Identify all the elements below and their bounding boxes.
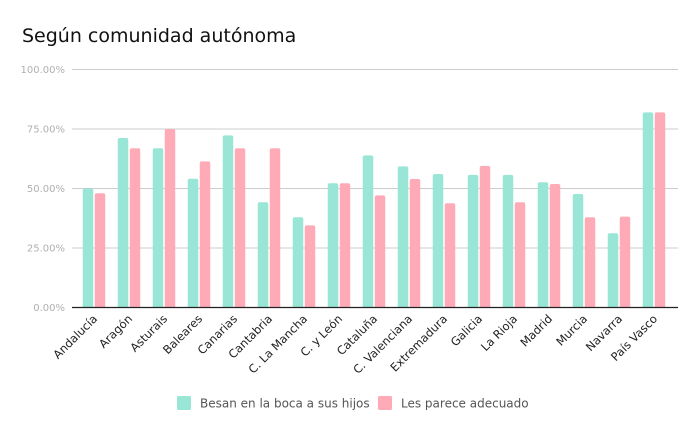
- bar-besan: [537, 182, 549, 308]
- x-axis-ticks: AndalucíaAragónAsturaisBalearesCanariasC…: [50, 312, 660, 377]
- bar-adecuado: [94, 193, 106, 308]
- bar-besan: [257, 202, 269, 308]
- bar-besan: [502, 174, 514, 308]
- y-tick-label: 75.00%: [27, 125, 65, 136]
- x-tick-label: Madrid: [517, 312, 555, 350]
- bar-adecuado: [129, 148, 141, 308]
- bar-adecuado: [164, 129, 176, 308]
- bar-besan: [222, 135, 234, 308]
- bar-adecuado: [374, 195, 386, 308]
- bar-besan: [607, 233, 619, 308]
- bar-besan: [292, 217, 304, 308]
- bar-adecuado: [549, 183, 561, 308]
- bar-adecuado: [654, 112, 666, 308]
- bar-besan: [327, 183, 339, 308]
- bar-besan: [642, 112, 654, 308]
- bar-adecuado: [514, 202, 526, 308]
- bar-adecuado: [339, 183, 351, 308]
- bar-adecuado: [444, 203, 456, 308]
- bar-besan: [362, 155, 374, 308]
- bar-besan: [187, 178, 199, 308]
- bar-adecuado: [409, 178, 421, 308]
- bars: [82, 112, 666, 308]
- x-tick-label: Andalucía: [50, 312, 100, 362]
- legend-label-series-1: Les parece adecuado: [401, 397, 529, 411]
- legend-label-series-0: Besan en la boca a sus hijos: [200, 397, 370, 411]
- legend-swatch-series-0: [177, 396, 191, 410]
- y-tick-label: 25.00%: [27, 244, 65, 255]
- bar-besan: [397, 166, 409, 308]
- bar-besan: [467, 174, 479, 308]
- legend-swatch-series-1: [378, 396, 392, 410]
- bar-adecuado: [619, 216, 631, 308]
- bar-adecuado: [234, 148, 246, 308]
- bar-besan: [432, 173, 444, 308]
- legend: Besan en la boca a sus hijos Les parece …: [177, 396, 529, 411]
- bar-adecuado: [199, 161, 211, 308]
- bar-besan: [572, 193, 584, 308]
- bar-adecuado: [479, 165, 491, 308]
- x-tick-label: La Rioja: [478, 312, 520, 354]
- bar-adecuado: [304, 225, 316, 308]
- bar-besan: [82, 188, 94, 308]
- bar-besan: [152, 148, 164, 308]
- chart-title: Según comunidad autónoma: [22, 25, 296, 47]
- bar-adecuado: [584, 217, 596, 308]
- bar-besan: [117, 138, 129, 308]
- bar-adecuado: [269, 148, 281, 308]
- y-axis-ticks: 0.00% 25.00% 50.00% 75.00% 100.00%: [21, 65, 66, 314]
- y-tick-label: 0.00%: [33, 303, 65, 314]
- y-tick-label: 100.00%: [21, 65, 66, 76]
- y-tick-label: 50.00%: [27, 184, 65, 195]
